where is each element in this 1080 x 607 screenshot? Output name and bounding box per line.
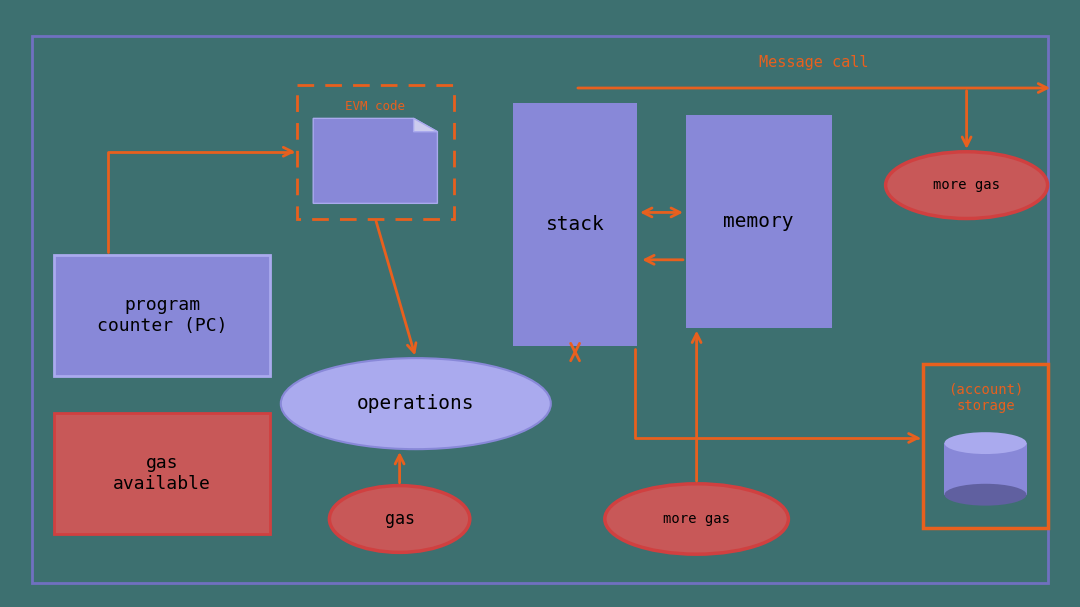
Ellipse shape bbox=[944, 484, 1026, 506]
Text: gas: gas bbox=[384, 510, 415, 528]
Ellipse shape bbox=[944, 432, 1026, 454]
Polygon shape bbox=[414, 118, 437, 132]
Text: stack: stack bbox=[545, 215, 605, 234]
Ellipse shape bbox=[886, 152, 1048, 219]
Bar bbox=[944, 443, 1026, 495]
Text: Message call: Message call bbox=[759, 55, 868, 70]
Ellipse shape bbox=[281, 358, 551, 449]
Text: operations: operations bbox=[357, 394, 474, 413]
Text: memory: memory bbox=[724, 212, 794, 231]
Text: program
counter (PC): program counter (PC) bbox=[97, 296, 227, 335]
Bar bbox=[923, 364, 1048, 528]
Bar bbox=[54, 255, 270, 376]
Text: gas
available: gas available bbox=[113, 454, 211, 493]
Bar bbox=[513, 103, 637, 346]
Text: more gas: more gas bbox=[933, 178, 1000, 192]
Bar bbox=[686, 115, 832, 328]
Ellipse shape bbox=[329, 486, 470, 552]
Bar bbox=[54, 413, 270, 534]
Bar bbox=[297, 85, 454, 219]
Text: (account)
storage: (account) storage bbox=[948, 382, 1023, 413]
Ellipse shape bbox=[605, 484, 788, 554]
Text: EVM code: EVM code bbox=[346, 100, 405, 113]
Polygon shape bbox=[313, 118, 437, 203]
Text: more gas: more gas bbox=[663, 512, 730, 526]
